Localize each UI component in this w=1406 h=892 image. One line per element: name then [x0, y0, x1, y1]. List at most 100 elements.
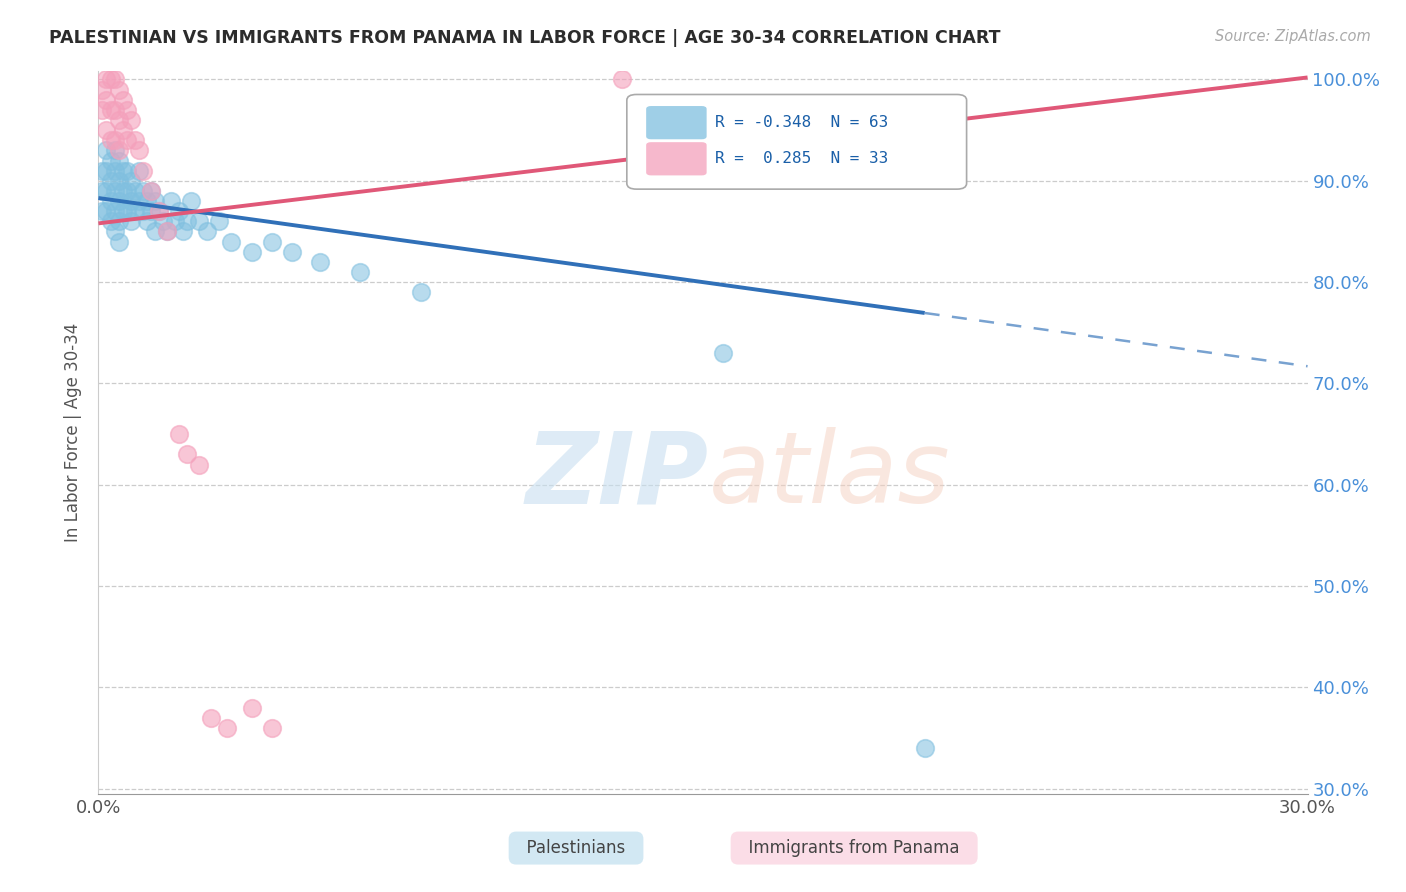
Point [612, 72, 634, 87]
Point [163, 214, 186, 228]
Point [176, 214, 198, 228]
Point [160, 194, 183, 208]
Text: Palestinians: Palestinians [516, 839, 636, 857]
Point [103, 103, 125, 117]
Text: R =  0.285  N = 33: R = 0.285 N = 33 [716, 152, 889, 166]
Point [143, 194, 166, 208]
Point [107, 174, 129, 188]
Point [103, 204, 125, 219]
Point [167, 204, 190, 219]
Point [107, 153, 129, 168]
Point [107, 113, 129, 128]
Point [120, 194, 142, 208]
Point [120, 113, 142, 128]
Point [100, 174, 122, 188]
Point [103, 163, 125, 178]
Point [914, 741, 936, 756]
Point [115, 103, 138, 117]
Point [135, 214, 157, 228]
Point [111, 204, 134, 219]
Point [152, 214, 174, 228]
Point [103, 144, 125, 158]
Point [309, 255, 332, 269]
Point [409, 285, 432, 300]
Point [711, 346, 734, 360]
Point [156, 224, 179, 238]
Point [195, 224, 218, 238]
Point [217, 721, 239, 735]
Point [115, 133, 138, 147]
Point [111, 93, 134, 107]
Point [103, 184, 125, 198]
Text: ZIP: ZIP [526, 427, 709, 524]
Point [107, 235, 129, 249]
Point [120, 214, 142, 228]
Point [188, 214, 211, 228]
Text: Immigrants from Panama: Immigrants from Panama [738, 839, 970, 857]
Point [100, 103, 122, 117]
Point [111, 123, 134, 137]
Point [107, 82, 129, 96]
Point [111, 163, 134, 178]
Point [115, 163, 138, 178]
Y-axis label: In Labor Force | Age 30-34: In Labor Force | Age 30-34 [65, 323, 83, 542]
FancyBboxPatch shape [647, 142, 707, 176]
Point [96, 123, 118, 137]
Point [100, 153, 122, 168]
Point [91, 184, 114, 198]
Point [103, 72, 125, 87]
Point [180, 194, 202, 208]
Text: PALESTINIAN VS IMMIGRANTS FROM PANAMA IN LABOR FORCE | AGE 30-34 CORRELATION CHA: PALESTINIAN VS IMMIGRANTS FROM PANAMA IN… [49, 29, 1001, 46]
Point [221, 235, 243, 249]
Point [128, 194, 150, 208]
Point [172, 224, 194, 238]
Point [260, 721, 283, 735]
Point [115, 204, 138, 219]
Point [148, 204, 170, 219]
Point [91, 204, 114, 219]
Point [124, 133, 146, 147]
Point [139, 184, 162, 198]
Point [260, 235, 283, 249]
Point [120, 174, 142, 188]
Point [107, 194, 129, 208]
Point [96, 163, 118, 178]
Point [200, 711, 222, 725]
Point [96, 93, 118, 107]
Point [143, 224, 166, 238]
Point [139, 184, 162, 198]
Point [135, 194, 157, 208]
Point [100, 194, 122, 208]
Point [188, 458, 211, 472]
Point [96, 144, 118, 158]
FancyBboxPatch shape [647, 106, 707, 139]
Point [100, 133, 122, 147]
Point [103, 133, 125, 147]
Point [96, 72, 118, 87]
Point [349, 265, 371, 279]
Point [176, 447, 198, 461]
Point [132, 204, 155, 219]
Point [132, 163, 155, 178]
Point [124, 204, 146, 219]
Point [281, 244, 304, 259]
Point [240, 700, 263, 714]
Point [91, 82, 114, 96]
Text: atlas: atlas [709, 427, 950, 524]
Point [111, 184, 134, 198]
Point [115, 184, 138, 198]
Point [107, 144, 129, 158]
Point [148, 204, 170, 219]
Point [128, 144, 150, 158]
Point [240, 244, 263, 259]
Point [91, 163, 114, 178]
Text: R = -0.348  N = 63: R = -0.348 N = 63 [716, 115, 889, 130]
Text: Source: ZipAtlas.com: Source: ZipAtlas.com [1215, 29, 1371, 44]
Point [167, 427, 190, 442]
Point [128, 163, 150, 178]
Point [208, 214, 231, 228]
Point [100, 214, 122, 228]
Point [103, 224, 125, 238]
Point [156, 224, 179, 238]
Point [96, 204, 118, 219]
